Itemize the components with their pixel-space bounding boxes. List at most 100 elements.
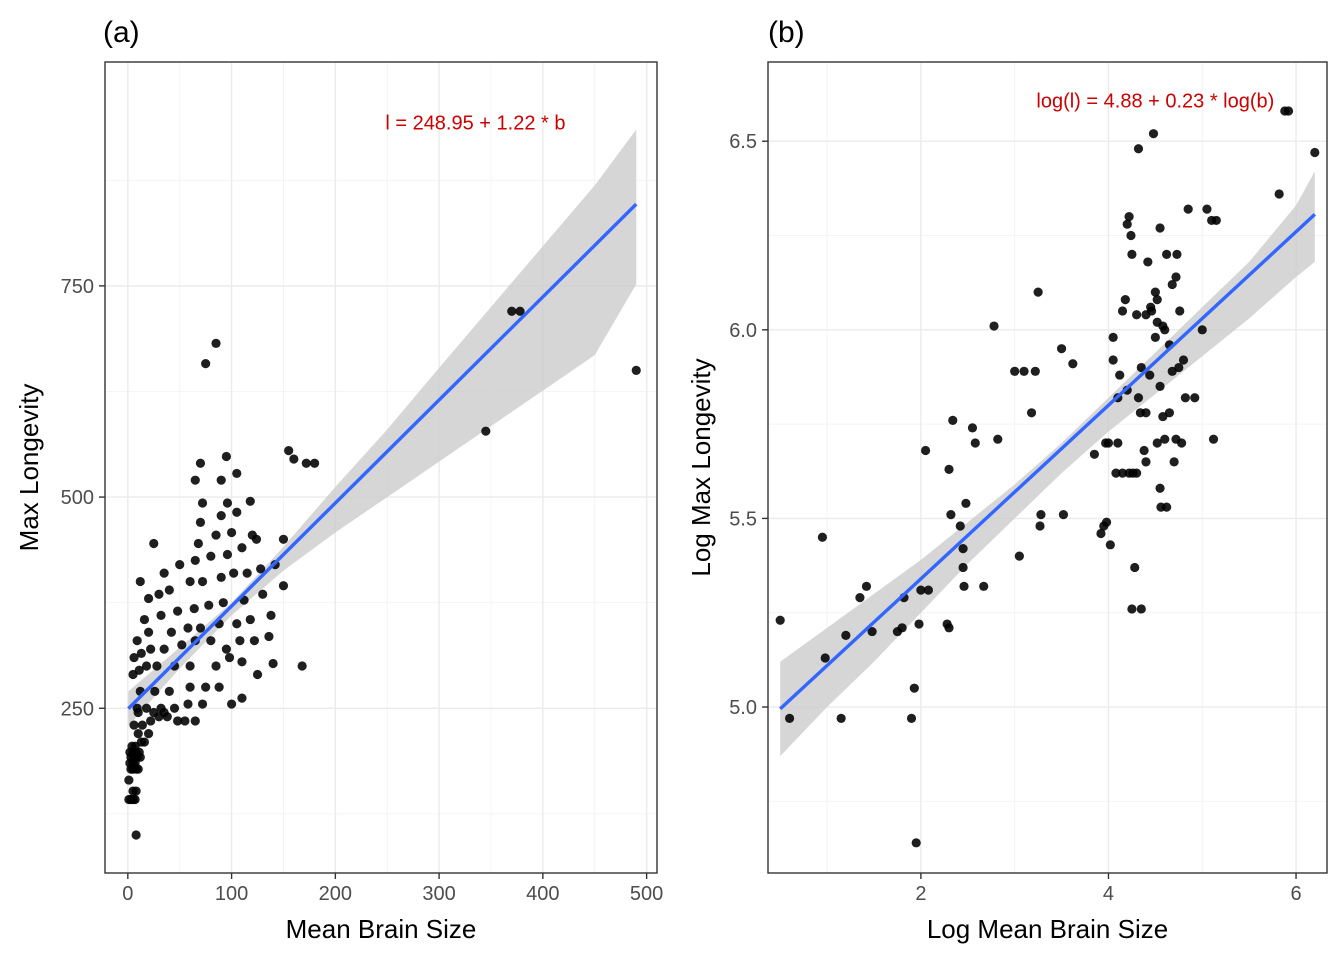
data-point: [211, 530, 221, 540]
data-point: [143, 729, 154, 739]
data-point: [216, 475, 226, 485]
data-point: [139, 737, 150, 747]
data-point: [139, 614, 150, 625]
data-point: [897, 623, 907, 633]
data-point: [944, 623, 954, 633]
data-point: [134, 665, 144, 675]
data-point: [197, 576, 208, 587]
data-point: [124, 775, 134, 785]
data-point: [1175, 306, 1185, 316]
scatter-panel-b: log(l) = 4.88 + 0.23 * log(b) 2 4 6 5.0 5.5 6.…: [686, 16, 1328, 944]
data-point: [948, 415, 958, 425]
y-axis-title: Log Max Longevity: [686, 358, 716, 576]
regression-line: [127, 202, 638, 710]
data-point: [175, 560, 185, 570]
data-point: [1136, 604, 1146, 614]
y-tick-label: 250: [61, 698, 94, 720]
data-point: [211, 661, 221, 671]
data-point: [149, 707, 159, 718]
data-point: [216, 511, 226, 521]
data-point: [1103, 438, 1114, 448]
data-point: [150, 686, 160, 696]
data-point: [1108, 355, 1118, 365]
data-point: [183, 623, 193, 633]
data-point: [185, 576, 195, 587]
data-point: [1162, 249, 1172, 259]
data-point: [970, 438, 980, 448]
data-point: [1019, 366, 1029, 376]
data-point: [1056, 344, 1067, 354]
data-point: [507, 306, 517, 316]
data-point: [1208, 434, 1219, 444]
data-point: [301, 458, 311, 468]
data-point: [1152, 438, 1162, 448]
x-tick-label: 0: [122, 883, 133, 905]
data-point: [195, 517, 206, 528]
data-point: [1150, 287, 1160, 297]
data-point: [268, 658, 278, 669]
data-point: [1126, 230, 1136, 241]
data-point: [204, 600, 214, 610]
data-point: [1124, 212, 1134, 222]
data-point: [1143, 257, 1153, 267]
data-point: [135, 576, 145, 587]
data-point: [146, 644, 156, 654]
data-point: [1171, 434, 1181, 444]
data-point: [989, 321, 999, 331]
data-point: [284, 446, 294, 456]
data-point: [1146, 302, 1156, 312]
data-point: [183, 699, 193, 709]
data-point: [1127, 604, 1137, 614]
data-point: [245, 614, 255, 625]
data-point: [1172, 249, 1182, 259]
data-point: [1111, 468, 1121, 478]
data-point: [946, 510, 956, 520]
data-point: [1190, 393, 1200, 403]
data-point: [979, 581, 989, 591]
data-point: [164, 686, 174, 696]
data-point: [297, 661, 307, 671]
data-point: [784, 713, 795, 723]
y-axis-title: Max Longevity: [14, 384, 44, 552]
data-point: [143, 593, 154, 604]
data-point: [256, 564, 266, 574]
data-point: [224, 652, 235, 663]
panel-tag: (b): [768, 16, 805, 49]
data-point: [1033, 287, 1043, 297]
data-point: [1036, 510, 1046, 520]
data-point: [197, 699, 208, 709]
data-point: [993, 434, 1003, 444]
data-point: [237, 543, 247, 553]
data-point: [1171, 272, 1181, 282]
data-point: [1014, 551, 1024, 561]
data-point: [189, 603, 199, 614]
data-point: [159, 644, 169, 654]
data-point: [906, 713, 917, 723]
data-point: [201, 682, 211, 692]
data-point: [237, 693, 247, 703]
data-point: [190, 555, 200, 566]
data-point: [1158, 321, 1168, 331]
data-point: [1164, 408, 1175, 418]
data-point: [909, 683, 919, 693]
x-tick-label: 4: [1103, 883, 1114, 905]
data-point: [156, 610, 166, 620]
data-point: [1155, 223, 1165, 233]
data-point: [955, 521, 965, 531]
data-point: [817, 532, 827, 542]
data-point: [1117, 468, 1128, 478]
data-point: [177, 640, 187, 650]
data-point: [129, 652, 139, 663]
data-point: [1010, 366, 1020, 376]
x-tick-label: 400: [526, 883, 559, 905]
data-point: [1133, 144, 1144, 154]
data-point: [232, 507, 242, 517]
panel-border: [104, 61, 658, 874]
data-point: [173, 606, 183, 616]
data-point: [264, 631, 274, 642]
data-point: [1141, 408, 1151, 418]
data-point: [1178, 355, 1189, 365]
data-point: [1167, 279, 1177, 290]
data-point: [235, 636, 245, 646]
